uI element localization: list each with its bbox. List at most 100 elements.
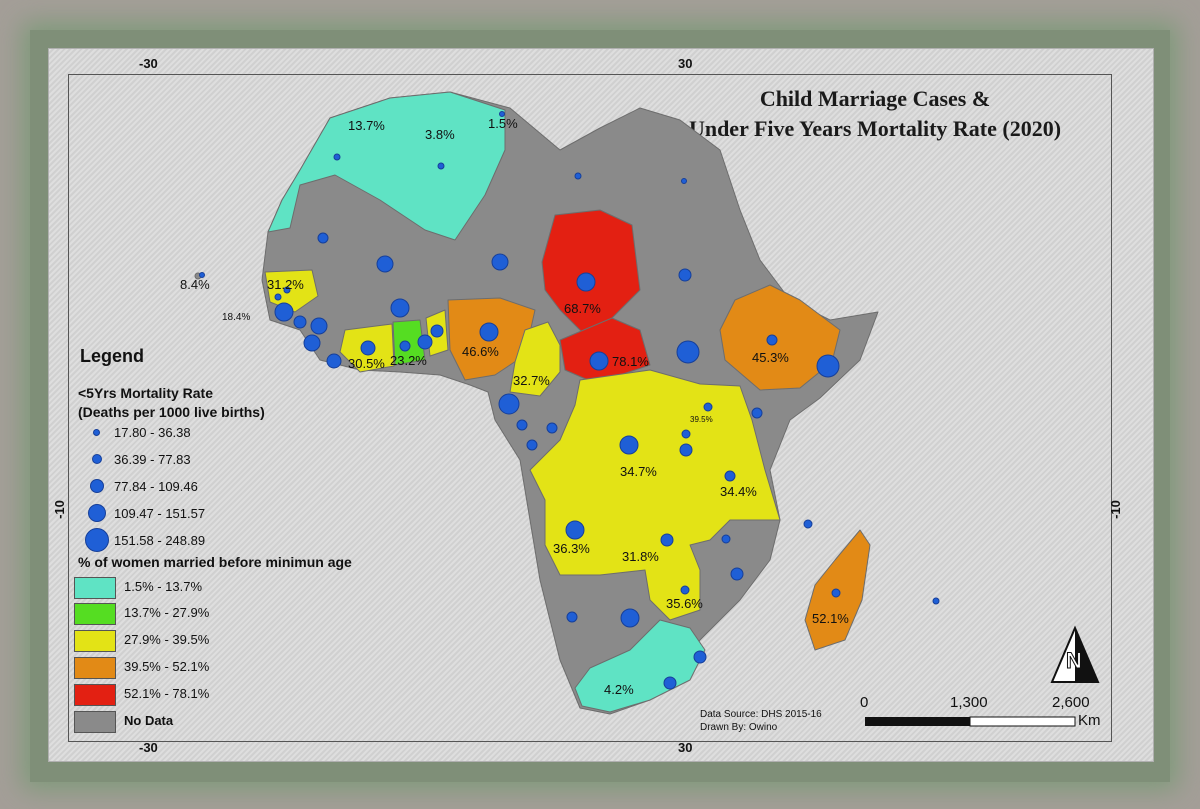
dot-benin [430, 324, 444, 338]
label-ivory-coast: 30.5% [348, 356, 385, 371]
marriage-class-6-label: No Data [124, 713, 174, 728]
region-car [559, 317, 651, 381]
region-central-east-yellow [529, 369, 781, 621]
dot-angola [565, 520, 585, 540]
scale-unit: Km [1078, 712, 1101, 729]
swatch-4 [74, 657, 116, 679]
scale-label-0: 0 [860, 694, 869, 711]
dot-guinea-bissau [274, 302, 294, 322]
dot-south-sudan [676, 340, 700, 364]
dot-algeria [437, 162, 445, 170]
dot-burundi [679, 443, 693, 457]
dot-libya [574, 172, 582, 180]
tick-bottom-left: -30 [139, 740, 158, 755]
dot-comoros [803, 519, 813, 529]
swatch-1 [74, 577, 116, 599]
mortality-legend-title: <5Yrs Mortality Rate (Deaths per 1000 li… [78, 384, 265, 422]
graticule-border [68, 74, 1112, 742]
marriage-class-2-label: 13.7% - 27.9% [124, 605, 210, 620]
scale-bar [865, 716, 1076, 727]
dot-mauritius [932, 597, 940, 605]
dot-niger [491, 253, 509, 271]
dot-sierra-leone [310, 317, 328, 335]
label-nigeria: 46.6% [462, 344, 499, 359]
marriage-legend-title: % of women married before minimun age [78, 554, 352, 570]
dot-liberia [303, 334, 321, 352]
label-tunisia: 1.5% [488, 116, 518, 131]
dot-car [589, 351, 609, 371]
dot-cape-verde [199, 272, 205, 278]
label-morocco: 13.7% [348, 118, 385, 133]
dot-mauritania [317, 232, 329, 244]
label-ghana: 23.2% [390, 353, 427, 368]
label-south-africa: 4.2% [604, 682, 634, 697]
region-west-yellow [264, 269, 319, 313]
swatch-2 [74, 603, 116, 625]
dot-morocco [333, 153, 341, 161]
dot-guinea [293, 315, 307, 329]
region-cameroon [509, 321, 561, 397]
mortality-class-2-label: 36.39 - 77.83 [114, 452, 191, 467]
mortality-class-5-label: 151.58 - 248.89 [114, 533, 206, 548]
label-algeria: 3.8% [425, 127, 455, 142]
dot-mozambique [730, 567, 744, 581]
dot-togo [417, 334, 433, 350]
dot-ivory-coast-w [326, 353, 342, 369]
label-zambia: 31.8% [622, 549, 659, 564]
dot-eq-guinea [516, 419, 528, 431]
label-madagascar: 52.1% [812, 611, 849, 626]
marriage-class-3-label: 27.9% - 39.5% [124, 632, 210, 647]
dot-ghana [399, 340, 411, 352]
title-line-1: Child Marriage Cases & [759, 86, 991, 111]
swatch-3 [74, 630, 116, 652]
label-zimbabwe: 35.6% [666, 596, 703, 611]
dot-ivory-coast [360, 340, 376, 356]
data-source: Data Source: DHS 2015-16 Drawn By: Owino [700, 708, 822, 734]
tick-top-right: 30 [678, 56, 693, 71]
dot-namibia [566, 611, 578, 623]
dot-cameroon [498, 393, 520, 415]
label-cape-verde: 8.4% [180, 277, 210, 292]
dot-rwanda [681, 429, 691, 439]
title-line-2: Under Five Years Mortality Rate (2020) [688, 116, 1062, 141]
region-north-africa [267, 91, 506, 241]
dot-sudan [678, 268, 692, 282]
label-tanzania: 34.4% [720, 484, 757, 499]
marriage-class-1-label: 1.5% - 13.7% [124, 579, 203, 594]
dot-zimbabwe [680, 585, 690, 595]
dot-tanzania [724, 470, 736, 482]
swatch-6 [74, 711, 116, 733]
dot-congo [546, 422, 558, 434]
label-drc: 34.7% [620, 464, 657, 479]
label-rwanda: 39.5% [690, 415, 713, 424]
source-line-2: Drawn By: Owino [700, 722, 778, 733]
mortality-dots [199, 111, 940, 690]
legend-heading: Legend [80, 346, 145, 366]
label-ethiopia: 45.3% [752, 350, 789, 365]
mortality-title-2: (Deaths per 1000 live births) [78, 404, 265, 420]
label-chad: 68.7% [564, 301, 601, 316]
marriage-class-4-label: 39.5% - 52.1% [124, 659, 210, 674]
dot-somalia [816, 354, 840, 378]
dot-kenya [751, 407, 763, 419]
north-arrow: N [1050, 625, 1100, 683]
north-letter: N [1066, 648, 1082, 673]
dot-botswana [620, 608, 640, 628]
dot-ethiopia [766, 334, 778, 346]
scale-label-1: 1,300 [950, 694, 988, 711]
swatch-5 [74, 684, 116, 706]
label-gambia: 18.4% [222, 312, 250, 323]
dot-burkina [390, 298, 410, 318]
mortality-class-4-label: 109.47 - 151.57 [114, 506, 206, 521]
scale-label-2: 2,600 [1052, 694, 1090, 711]
dot-mali [376, 255, 394, 273]
dot-chad [576, 272, 596, 292]
dot-drc [619, 435, 639, 455]
source-line-1: Data Source: DHS 2015-16 [700, 709, 822, 720]
tick-bottom-right: 30 [678, 740, 693, 755]
region-ethiopia [719, 284, 841, 391]
dot-lesotho [663, 676, 677, 690]
map-title: Child Marriage Cases & Under Five Years … [640, 84, 1110, 144]
dot-senegal [274, 293, 282, 301]
